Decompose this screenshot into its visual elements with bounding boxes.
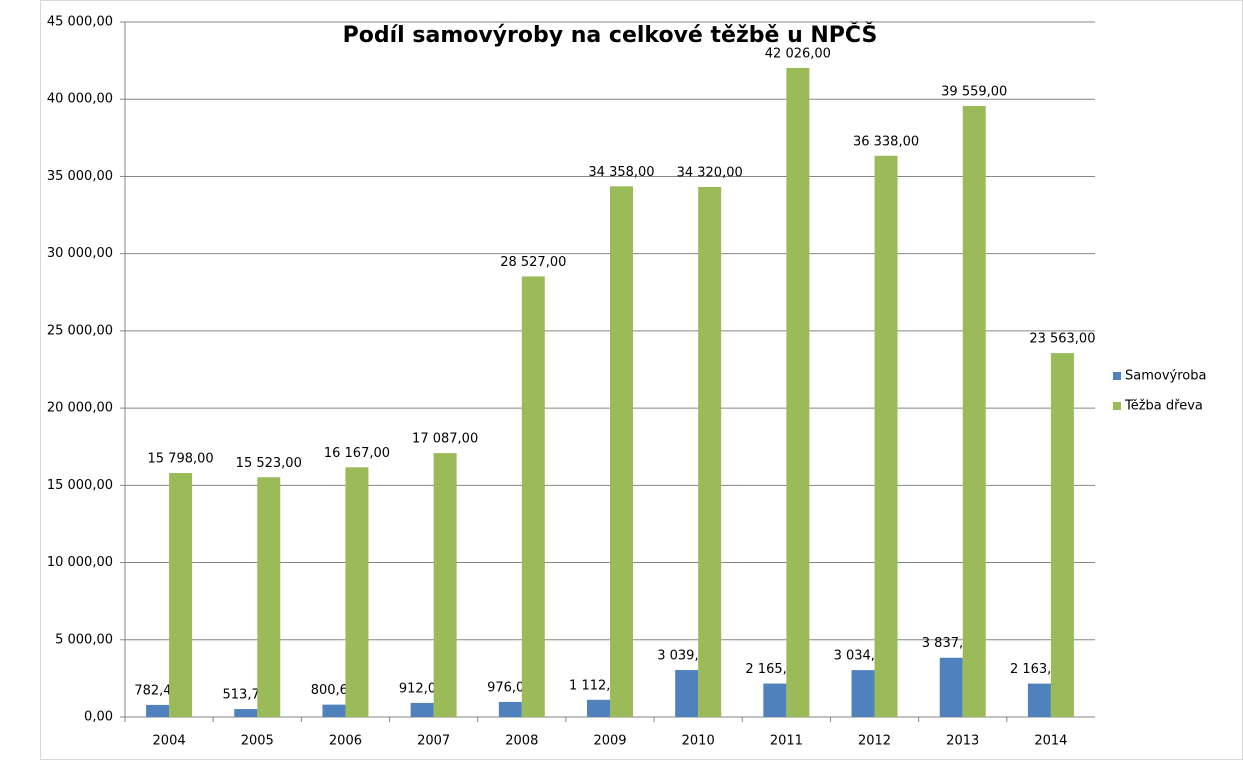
bar [610, 186, 633, 718]
x-tick-label: 2006 [329, 734, 362, 749]
data-label: 34 358,00 [588, 165, 654, 180]
legend-label: Samovýroba [1125, 369, 1206, 384]
bar [874, 155, 898, 717]
y-tick-label: 40 000,00 [47, 92, 113, 107]
bar [345, 467, 369, 717]
data-label: 34 320,00 [677, 165, 743, 180]
legend-swatch [1113, 372, 1121, 380]
y-tick-label: 35 000,00 [47, 169, 113, 184]
bar [698, 186, 722, 718]
data-label: 15 523,00 [236, 456, 302, 471]
data-label: 42 026,00 [765, 46, 831, 61]
data-label: 15 798,00 [148, 452, 214, 467]
data-label: 36 338,00 [853, 134, 919, 149]
chart-border [40, 0, 1243, 760]
data-label: 16 167,00 [324, 446, 390, 461]
legend-swatch [1113, 402, 1121, 410]
data-label: 976,01 [487, 680, 533, 695]
x-tick-label: 2009 [593, 734, 626, 749]
bar [257, 477, 281, 717]
bar [498, 701, 522, 717]
data-label: 23 563,00 [1029, 332, 1095, 347]
bar [962, 106, 986, 718]
data-label: 28 527,00 [500, 255, 566, 270]
y-tick-label: 15 000,00 [47, 478, 113, 493]
x-tick-label: 2007 [417, 734, 450, 749]
x-tick-label: 2005 [241, 734, 274, 749]
y-tick-label: 10 000,00 [47, 555, 113, 570]
x-tick-label: 2012 [858, 734, 891, 749]
bar [851, 670, 875, 717]
y-tick-label: 25 000,00 [47, 323, 113, 338]
data-label: 513,76 [223, 688, 269, 703]
bar [1027, 683, 1051, 717]
y-tick-label: 20 000,00 [47, 401, 113, 416]
y-tick-label: 0,00 [84, 710, 113, 725]
bar [146, 704, 170, 717]
data-label: 912,03 [399, 681, 445, 696]
bar [763, 683, 787, 717]
x-tick-label: 2013 [946, 734, 979, 749]
bar [169, 473, 193, 717]
y-tick-label: 30 000,00 [47, 246, 113, 261]
x-tick-label: 2008 [505, 734, 538, 749]
bar [587, 699, 610, 717]
chart-title: Podíl samovýroby na celkové těžbě u NPČŠ [343, 22, 878, 48]
y-tick-label: 45 000,00 [47, 15, 113, 30]
bar [322, 704, 346, 717]
x-tick-label: 2011 [770, 734, 803, 749]
x-tick-label: 2010 [682, 734, 715, 749]
data-label: 782,43 [134, 683, 180, 698]
bar [675, 670, 699, 717]
bar [410, 702, 434, 717]
bar [433, 453, 457, 717]
y-tick-label: 5 000,00 [55, 632, 113, 647]
bar [521, 276, 545, 717]
data-label: 17 087,00 [412, 432, 478, 447]
data-label: 39 559,00 [941, 85, 1007, 100]
legend-label: Těžba dřeva [1124, 399, 1203, 414]
bar [939, 657, 963, 717]
bar [234, 709, 258, 717]
x-tick-label: 2014 [1034, 734, 1067, 749]
data-label: 800,63 [311, 683, 357, 698]
x-tick-label: 2004 [153, 734, 186, 749]
bar [1050, 353, 1074, 717]
bar [786, 67, 810, 718]
